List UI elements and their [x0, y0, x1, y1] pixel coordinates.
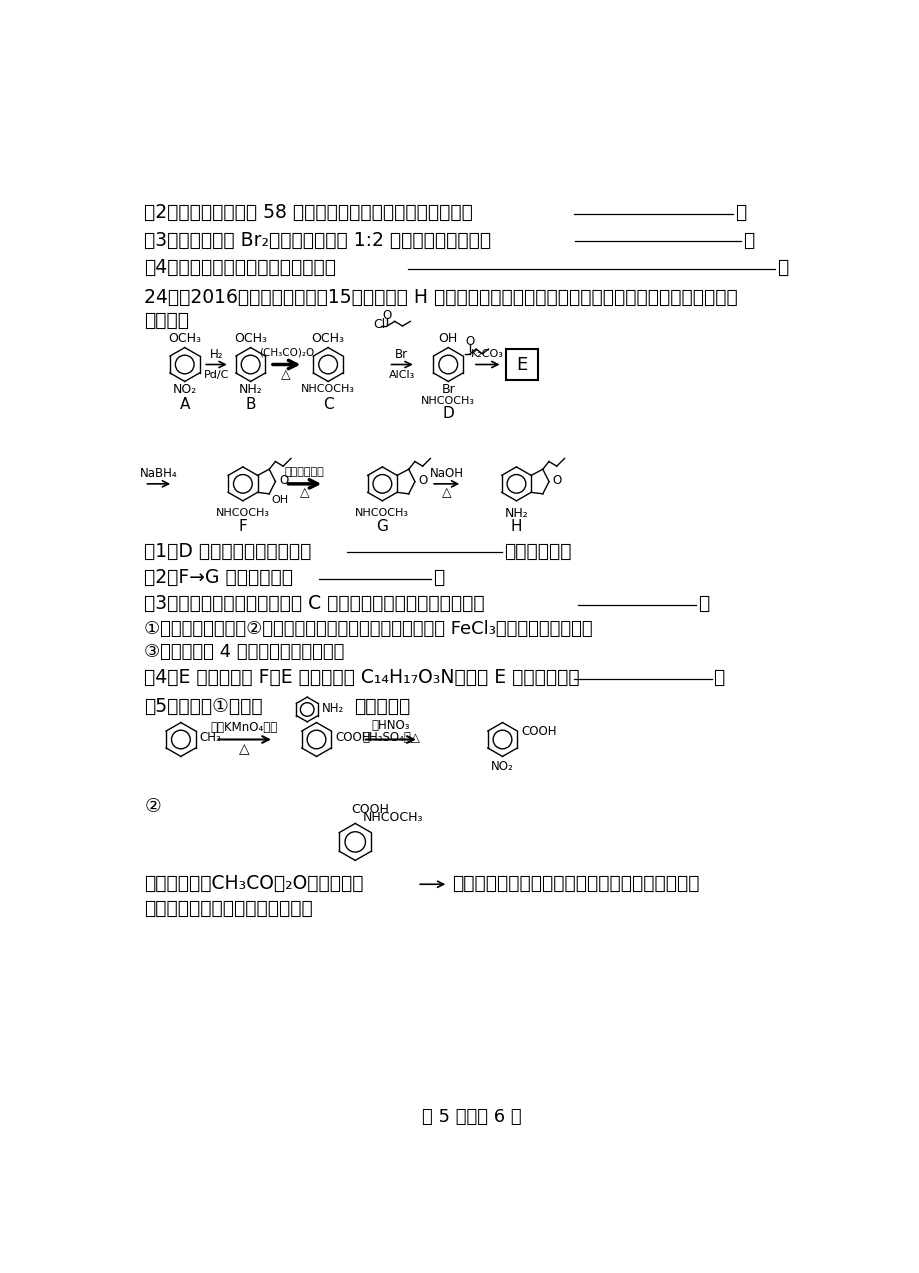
Text: 浓H₂SO₄、△: 浓H₂SO₄、△	[361, 732, 419, 745]
Text: 法合成：: 法合成：	[144, 311, 189, 330]
Text: AlCl₃: AlCl₃	[388, 369, 414, 379]
Text: Br: Br	[441, 383, 455, 396]
Text: （3）写出同时满足下列条件的 C 的一种同分异构体的结构简式：: （3）写出同时满足下列条件的 C 的一种同分异构体的结构简式：	[144, 594, 484, 614]
Text: 。: 。	[712, 668, 724, 687]
Text: H: H	[510, 518, 522, 533]
Text: 酸性KMnO₄溶液: 酸性KMnO₄溶液	[210, 721, 278, 733]
Text: （2）相对分子质量为 58 的烃中，沸点较低的物质的结构简式: （2）相对分子质量为 58 的烃中，沸点较低的物质的结构简式	[144, 202, 472, 222]
Text: COOH: COOH	[520, 726, 556, 738]
Text: NH₂: NH₂	[239, 383, 262, 396]
Bar	[505, 349, 538, 379]
Text: G: G	[376, 518, 388, 533]
Text: 。: 。	[432, 568, 444, 587]
Text: NH₂: NH₂	[504, 507, 528, 519]
Text: OCH₃: OCH₃	[233, 332, 267, 345]
Text: COOH: COOH	[335, 732, 370, 745]
Text: O: O	[465, 335, 474, 348]
Text: Br: Br	[395, 348, 408, 362]
Text: NH₂: NH₂	[322, 703, 344, 715]
Text: 第 5 页，共 6 页: 第 5 页，共 6 页	[421, 1108, 521, 1125]
Text: ，写出制备的合成路线流程图（无机试剂任用，合: ，写出制备的合成路线流程图（无机试剂任用，合	[451, 875, 698, 894]
Text: OH: OH	[438, 332, 458, 345]
Text: D: D	[442, 406, 454, 420]
Text: K₂CO₃: K₂CO₃	[471, 350, 504, 359]
Text: Pd/C: Pd/C	[204, 369, 229, 379]
Text: NHCOCH₃: NHCOCH₃	[216, 508, 269, 518]
Text: （写两种）。: （写两种）。	[504, 541, 571, 560]
Text: ①能发生银镜反应；②能发生水解反应，其水解产物之一能与 FeCl₃溶液发生显色反应；: ①能发生银镜反应；②能发生水解反应，其水解产物之一能与 FeCl₃溶液发生显色反…	[144, 620, 593, 638]
Text: NHCOCH₃: NHCOCH₃	[301, 384, 355, 395]
Text: CH₃: CH₃	[199, 732, 221, 745]
Text: △: △	[281, 368, 290, 381]
Text: NO₂: NO₂	[173, 383, 197, 396]
Text: △: △	[441, 486, 451, 499]
Text: Cl: Cl	[373, 318, 385, 331]
Text: OH: OH	[271, 495, 289, 505]
Text: （4）E 经还原得到 F，E 的分子是为 C₁₄H₁₇O₃N，写出 E 的结构简式：: （4）E 经还原得到 F，E 的分子是为 C₁₄H₁₇O₃N，写出 E 的结构简…	[144, 668, 580, 687]
Text: △: △	[300, 486, 310, 499]
Text: 浓HNO₃: 浓HNO₃	[371, 719, 410, 732]
Text: O: O	[279, 475, 289, 488]
Text: O: O	[418, 475, 427, 488]
Text: C: C	[323, 397, 333, 412]
Text: △: △	[239, 742, 249, 756]
Text: OCH₃: OCH₃	[312, 332, 345, 345]
Text: A: A	[179, 397, 189, 412]
Text: （3）写出乙炔与 Br₂按物质的量之比 1:2 发生加成反应方程式: （3）写出乙炔与 Br₂按物质的量之比 1:2 发生加成反应方程式	[144, 230, 491, 250]
Text: O: O	[552, 475, 562, 488]
Text: （2）F→G 的反应类型为: （2）F→G 的反应类型为	[144, 568, 293, 587]
Text: 24．【2016年高考江苏卷】（15分）化合物 H 是合成抗心律失常药物决奈达隆的一种中间体，可通过以下方: 24．【2016年高考江苏卷】（15分）化合物 H 是合成抗心律失常药物决奈达隆…	[144, 288, 737, 307]
Text: 请以甲苯和（CH₃CO）₂O为原料制备: 请以甲苯和（CH₃CO）₂O为原料制备	[144, 875, 364, 894]
Text: B: B	[245, 397, 255, 412]
Text: 。: 。	[697, 594, 709, 614]
Text: 。: 。	[776, 258, 788, 278]
Text: COOH: COOH	[351, 803, 389, 816]
Text: NO₂: NO₂	[491, 760, 514, 773]
Text: 成路线流程图示例见本题题干）。: 成路线流程图示例见本题题干）。	[144, 899, 312, 918]
Text: NHCOCH₃: NHCOCH₃	[363, 811, 423, 824]
Text: NHCOCH₃: NHCOCH₃	[355, 508, 409, 518]
Text: NaOH: NaOH	[429, 467, 463, 480]
Text: 。: 。	[742, 230, 754, 250]
Text: 。: 。	[734, 202, 745, 222]
Text: F: F	[238, 518, 247, 533]
Text: ）易被氧化: ）易被氧化	[353, 698, 410, 717]
Text: ②: ②	[144, 797, 161, 816]
Text: ③分子中只有 4 种不同化学环境的氢。: ③分子中只有 4 种不同化学环境的氢。	[144, 643, 345, 661]
Text: （1）D 中的含氧官能团名称为: （1）D 中的含氧官能团名称为	[144, 541, 312, 560]
Text: H₂: H₂	[210, 348, 223, 362]
Text: （5）已知：①苯胺（: （5）已知：①苯胺（	[144, 698, 263, 717]
Text: （4）写出苯的硝化反应的化学方程式: （4）写出苯的硝化反应的化学方程式	[144, 258, 336, 278]
Text: NHCOCH₃: NHCOCH₃	[421, 396, 475, 406]
Text: 对甲基苯磺酸: 对甲基苯磺酸	[285, 467, 324, 477]
Text: OCH₃: OCH₃	[168, 332, 201, 345]
Text: O: O	[382, 309, 391, 322]
Text: NaBH₄: NaBH₄	[140, 467, 177, 480]
Text: E: E	[516, 355, 527, 373]
Text: (CH₃CO)₂O: (CH₃CO)₂O	[258, 348, 313, 358]
